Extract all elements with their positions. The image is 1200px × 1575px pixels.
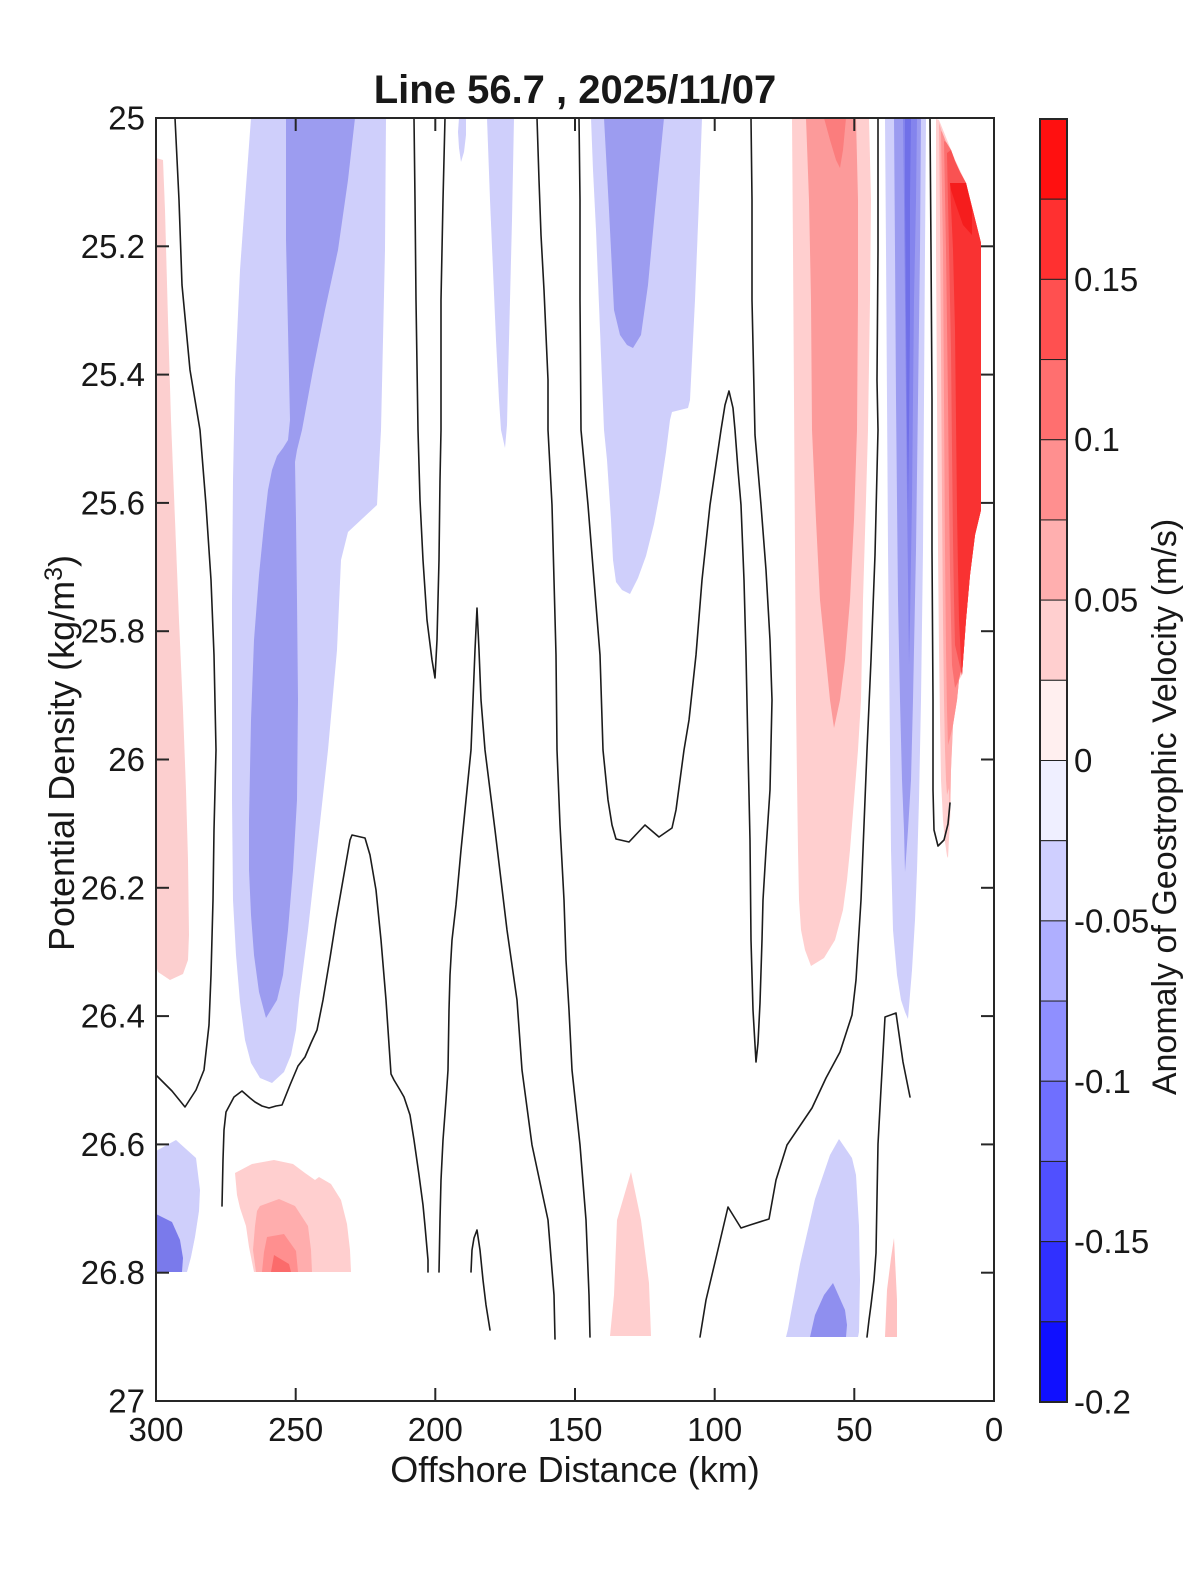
svg-text:250: 250 (268, 1411, 323, 1448)
svg-text:0.05: 0.05 (1074, 582, 1138, 619)
svg-text:150: 150 (547, 1411, 602, 1448)
svg-text:300: 300 (128, 1411, 183, 1448)
svg-text:Offshore Distance (km): Offshore Distance (km) (390, 1449, 759, 1490)
svg-text:0: 0 (985, 1411, 1003, 1448)
svg-text:26: 26 (108, 741, 145, 778)
svg-text:Potential Density (kg/m3): Potential Density (kg/m3) (40, 555, 82, 951)
svg-text:26.4: 26.4 (81, 998, 145, 1035)
svg-text:0: 0 (1074, 742, 1092, 779)
svg-text:Anomaly of Geostrophic Velocit: Anomaly of Geostrophic Velocity (m/s) (1146, 519, 1184, 1095)
svg-text:26.8: 26.8 (81, 1254, 145, 1291)
svg-text:50: 50 (836, 1411, 873, 1448)
svg-text:25: 25 (108, 100, 145, 137)
svg-text:-0.1: -0.1 (1074, 1063, 1131, 1100)
svg-text:100: 100 (687, 1411, 742, 1448)
svg-text:25.4: 25.4 (81, 356, 145, 393)
svg-text:200: 200 (408, 1411, 463, 1448)
svg-text:26.6: 26.6 (81, 1126, 145, 1163)
svg-text:-0.05: -0.05 (1074, 902, 1149, 939)
svg-text:-0.2: -0.2 (1074, 1384, 1131, 1421)
svg-text:0.1: 0.1 (1074, 421, 1120, 458)
svg-text:25.2: 25.2 (81, 228, 145, 265)
svg-text:25.8: 25.8 (81, 613, 145, 650)
svg-text:0.15: 0.15 (1074, 261, 1138, 298)
svg-text:Line 56.7 , 2025/11/07: Line 56.7 , 2025/11/07 (374, 68, 777, 112)
svg-text:27: 27 (108, 1383, 145, 1420)
svg-text:26.2: 26.2 (81, 869, 145, 906)
svg-text:-0.15: -0.15 (1074, 1223, 1149, 1260)
svg-text:25.6: 25.6 (81, 484, 145, 521)
